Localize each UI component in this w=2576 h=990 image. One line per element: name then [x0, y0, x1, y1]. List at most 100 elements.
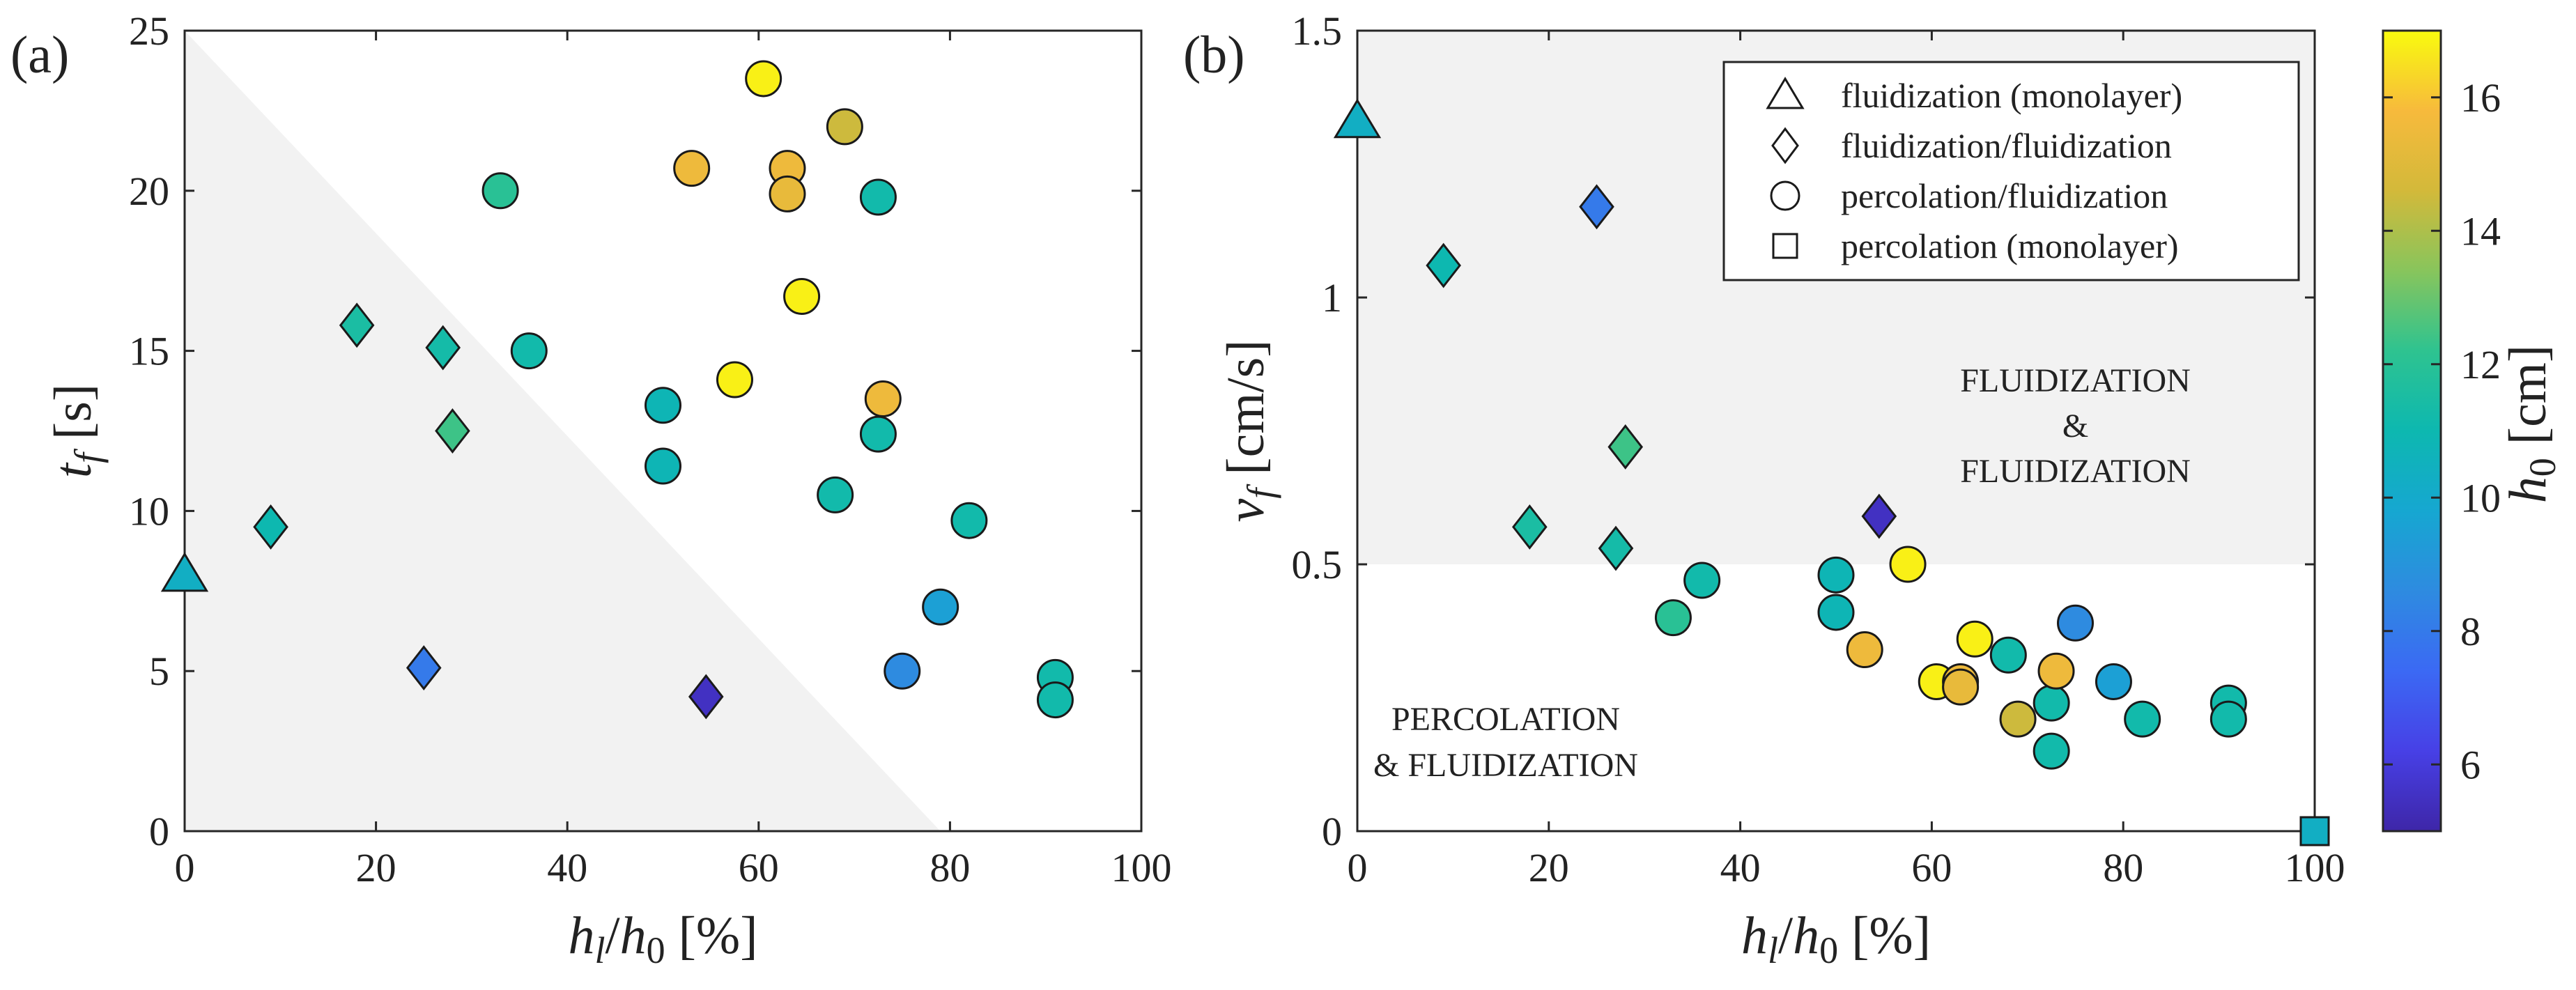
panel-b-axes: [1356, 29, 2316, 833]
y-tick-label: 10: [129, 488, 169, 534]
data-point-diamond: [1426, 242, 1461, 288]
data-point-diamond: [435, 408, 470, 454]
data-point-circle: [1036, 681, 1074, 719]
data-point-circle: [645, 447, 681, 485]
y-tick-label: 0: [1322, 809, 1342, 854]
data-point-circle: [859, 178, 897, 216]
data-point-circle: [2037, 652, 2075, 690]
panel-a-axes: [183, 29, 1143, 833]
colorbar-tick-label: 14: [2460, 208, 2501, 254]
data-point-diamond: [339, 302, 375, 348]
legend-diamond-icon: [1771, 127, 1799, 164]
panel-a-data-points: [160, 60, 1074, 720]
data-point-circle: [2124, 700, 2161, 738]
panel-a-shaded-region: [185, 31, 941, 831]
plot-frame: [1356, 29, 2316, 833]
panel-b-x-axis-label: hl/h0 [%]: [1741, 906, 1931, 971]
panel-a-y-axis-label: tf [s]: [44, 384, 109, 478]
region-label-fluidization-2: FLUIDIZATION: [1960, 453, 2191, 490]
x-tick-label: 60: [739, 845, 779, 890]
x-tick-label: 0: [175, 845, 195, 890]
data-point-diamond: [688, 674, 724, 720]
panel-b-label: (b): [1183, 26, 1245, 84]
colorbar-ticks: 6 8 10 12 14 16: [2383, 75, 2501, 787]
data-point-circle: [481, 172, 519, 210]
colorbar-tick-label: 12: [2460, 342, 2501, 387]
region-label-percolation: PERCOLATION: [1391, 701, 1620, 738]
data-point-circle: [826, 108, 863, 146]
x-tick-label: 60: [1911, 845, 1952, 890]
panel-a-label: (a): [10, 26, 69, 84]
data-point-diamond: [1512, 504, 1548, 550]
y-tick-label: 1.5: [1292, 8, 1343, 54]
data-point-circle: [817, 476, 854, 513]
data-point-circle: [745, 60, 782, 98]
legend-label: fluidization (monolayer): [1841, 76, 2182, 115]
data-point-circle: [1654, 599, 1692, 637]
legend-label: percolation/fluidization: [1841, 176, 2168, 215]
colorbar: 6 8 10 12 14 16 h0 [cm]: [2382, 29, 2563, 833]
data-point-circle: [922, 588, 959, 626]
data-point-circle: [716, 361, 753, 399]
legend-entry: fluidization (monolayer): [1766, 76, 2182, 115]
data-point-circle: [1942, 668, 1980, 706]
x-tick-label: 40: [547, 845, 587, 890]
data-point-circle: [510, 332, 548, 370]
legend-label: fluidization/fluidization: [1841, 126, 2172, 165]
data-point-diamond: [1579, 184, 1614, 230]
x-tick-label: 100: [2285, 845, 2345, 890]
data-point-circle: [1989, 636, 2027, 674]
legend-entry: percolation/fluidization: [1770, 176, 2168, 215]
data-point-circle: [2209, 700, 2247, 738]
panel-b-y-axis-label: vf [cm/s]: [1217, 340, 1281, 523]
legend-box: [1722, 61, 2300, 281]
data-point-circle: [864, 380, 902, 418]
data-point-circle: [783, 277, 821, 315]
legend-entry: fluidization/fluidization: [1771, 126, 2172, 165]
data-point-triangle: [1333, 98, 1382, 139]
data-point-circle: [859, 415, 897, 453]
x-tick-label: 80: [2103, 845, 2143, 890]
data-point-diamond: [406, 645, 442, 691]
plot-frame: [183, 29, 1143, 833]
y-tick-label: 5: [149, 649, 169, 694]
colorbar-tick-label: 8: [2460, 609, 2481, 654]
legend-entry: percolation (monolayer): [1772, 226, 2179, 265]
legend-square-icon: [1772, 233, 1798, 259]
data-point-circle: [769, 175, 806, 212]
y-tick-label: 0: [149, 809, 169, 854]
y-tick-label: 1: [1322, 275, 1342, 320]
colorbar-gradient: [2382, 29, 2442, 833]
data-point-circle: [673, 150, 711, 187]
data-point-square: [2299, 816, 2330, 846]
x-tick-label: 40: [1720, 845, 1761, 890]
legend-entries: fluidization (monolayer) fluidization/flu…: [1766, 76, 2182, 265]
data-point-triangle: [160, 552, 209, 592]
data-point-diamond: [425, 325, 461, 371]
data-point-circle: [1999, 700, 2037, 738]
colorbar-tick-label: 6: [2460, 742, 2481, 787]
panel-a: (a) 0 20 40 60 80 100 0 5 10 15 20 25 hl/h0 [%] tf…: [10, 8, 1172, 971]
y-tick-label: 20: [129, 169, 169, 214]
x-tick-label: 100: [1111, 845, 1172, 890]
colorbar-tick-label: 16: [2460, 75, 2501, 121]
legend-triangle-icon: [1766, 77, 1805, 109]
panel-b: (b) 0 20 40 60 80 100 0 0.5 1 1.5 hl/h0 [%] vf […: [1183, 8, 2345, 971]
data-point-circle: [1817, 556, 1855, 594]
data-point-diamond: [253, 504, 288, 550]
data-point-circle: [1889, 546, 1927, 583]
y-tick-label: 0.5: [1292, 542, 1343, 587]
panel-a-y-ticks: 0 5 10 15 20 25: [129, 8, 1141, 854]
data-point-circle: [950, 502, 988, 539]
data-point-circle: [2033, 684, 2070, 722]
data-point-diamond: [1598, 525, 1634, 571]
x-tick-label: 0: [1348, 845, 1368, 890]
region-label-fluidization-1: FLUIDIZATION: [1960, 362, 2191, 399]
panel-a-x-ticks: 0 20 40 60 80 100: [175, 31, 1172, 890]
colorbar-label: h0 [cm]: [2499, 345, 2563, 503]
shaded-triangle: [185, 31, 941, 831]
data-point-diamond: [1861, 493, 1897, 539]
x-tick-label: 20: [1529, 845, 1569, 890]
legend: fluidization (monolayer) fluidization/flu…: [1722, 61, 2300, 281]
